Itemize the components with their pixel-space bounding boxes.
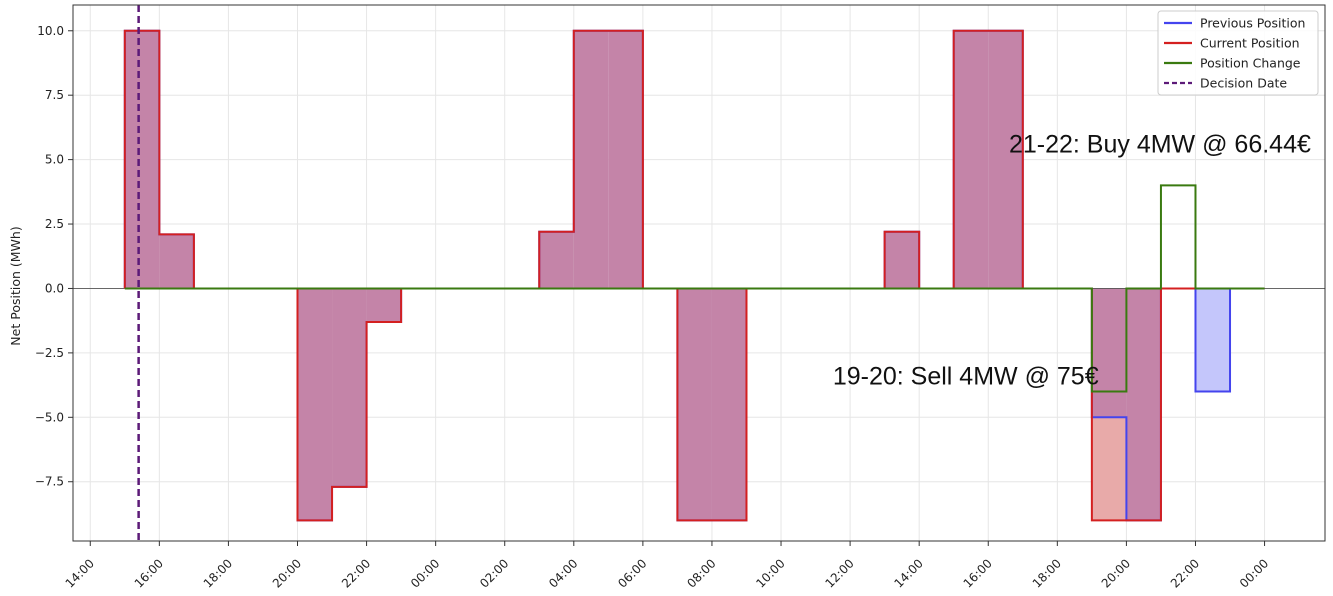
y-tick-label: −5.0 xyxy=(35,410,64,424)
overlap-fill xyxy=(1091,288,1127,418)
y-tick-label: 2.5 xyxy=(45,217,64,231)
overlap-fill xyxy=(711,288,747,521)
y-tick-label: 7.5 xyxy=(45,88,64,102)
position-change-line xyxy=(124,184,1265,393)
overlap-fill xyxy=(366,288,402,322)
plot-frame xyxy=(72,4,1326,542)
overlap-fill xyxy=(677,288,712,521)
y-tick-label: −2.5 xyxy=(35,346,64,360)
current-fill xyxy=(1091,417,1127,521)
y-tick-label: 10.0 xyxy=(37,24,64,38)
position-fills xyxy=(124,30,1231,521)
legend-label: Current Position xyxy=(1200,36,1300,51)
overlap-fill xyxy=(573,30,609,289)
legend-label: Decision Date xyxy=(1200,76,1287,91)
overlap-fill xyxy=(953,30,989,289)
annotation-text: 21-22: Buy 4MW @ 66.44€ xyxy=(1009,131,1311,159)
y-tick-label: 5.0 xyxy=(45,153,64,167)
overlap-fill xyxy=(332,288,367,487)
y-tick-label: −7.5 xyxy=(35,475,64,489)
legend-label: Position Change xyxy=(1200,56,1301,71)
legend-label: Previous Position xyxy=(1200,16,1305,31)
overlap-fill xyxy=(539,231,574,289)
overlap-fill xyxy=(124,30,160,289)
overlap-fill xyxy=(988,30,1023,289)
previous-fill xyxy=(1195,288,1231,392)
annotation-text: 19-20: Sell 4MW @ 75€ xyxy=(833,363,1099,391)
y-tick-label: 0.0 xyxy=(45,281,64,295)
legend: Previous Position Current Position Positio… xyxy=(1157,10,1319,96)
series-lines xyxy=(123,29,1265,522)
annotations: 21-22: Buy 4MW @ 66.44€ 19-20: Sell 4MW @… xyxy=(833,131,1311,391)
y-axis-ticks: −7.5 −5.0 −2.5 0.0 2.5 5.0 7.5 10.0 xyxy=(35,24,73,489)
overlap-fill xyxy=(608,30,643,289)
overlap-fill xyxy=(884,231,920,289)
overlap-fill xyxy=(159,234,194,289)
y-axis-label: Net Position (MWh) xyxy=(8,226,23,345)
overlap-fill xyxy=(297,288,333,521)
overlap-fill xyxy=(1126,288,1161,521)
legend-box xyxy=(1157,10,1319,96)
